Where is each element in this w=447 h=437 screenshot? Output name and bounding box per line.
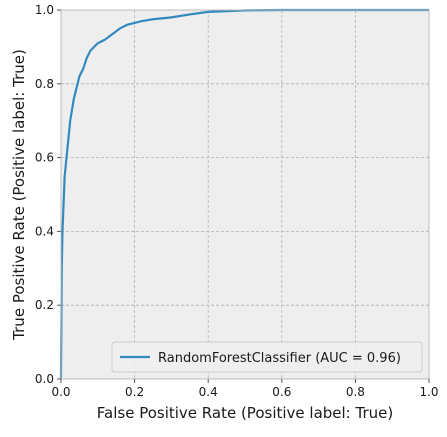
y-tick-label: 0.0 [35, 372, 54, 386]
y-tick-label: 1.0 [35, 3, 54, 17]
plot-background [61, 10, 429, 379]
y-tick-label: 0.6 [35, 151, 54, 165]
x-tick-label: 0.0 [51, 385, 70, 399]
tick-labels: 0.0 0.2 0.4 0.6 0.8 1.0 0.0 0.2 0.4 0.6 0.8 1.0 [35, 3, 439, 399]
legend-box [111, 341, 423, 373]
x-axis-label: False Positive Rate (Positive label: Tru… [97, 404, 393, 422]
x-tick-label: 1.0 [419, 385, 438, 399]
plot-area [61, 10, 429, 379]
y-axis-label: True Positive Rate (Positive label: True… [10, 49, 28, 341]
axes-frame [60, 9, 430, 380]
x-tick-label: 0.4 [199, 385, 218, 399]
y-tick-label: 0.8 [35, 77, 54, 91]
y-tick-label: 0.2 [35, 298, 54, 312]
legend: RandomForestClassifier (AUC = 0.96) [111, 341, 423, 373]
x-tick-label: 0.8 [346, 385, 365, 399]
x-tick-label: 0.6 [272, 385, 291, 399]
axes [60, 9, 430, 380]
y-tick-label: 0.4 [35, 224, 54, 238]
roc-curve-line [59, 8, 429, 379]
x-tick-label: 0.2 [125, 385, 144, 399]
series-layer [59, 8, 429, 379]
legend-label: RandomForestClassifier (AUC = 0.96) [158, 351, 401, 366]
